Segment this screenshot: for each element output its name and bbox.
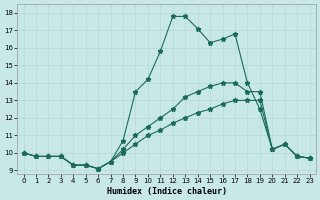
X-axis label: Humidex (Indice chaleur): Humidex (Indice chaleur): [107, 187, 227, 196]
